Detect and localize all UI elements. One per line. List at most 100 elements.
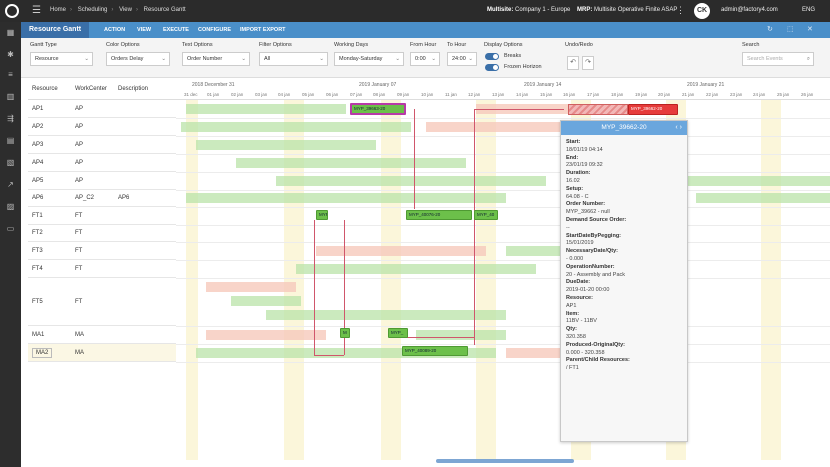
gantt-bar[interactable] bbox=[696, 193, 830, 203]
tab-configure[interactable]: CONFIGURE bbox=[198, 27, 231, 33]
color-options-select[interactable]: Orders Delay ⌄ bbox=[106, 52, 170, 66]
day-label: 15 jan bbox=[540, 92, 553, 97]
filter-options-select[interactable]: All ⌄ bbox=[259, 52, 328, 66]
gantt-bar[interactable] bbox=[186, 193, 506, 203]
breadcrumb-view[interactable]: View bbox=[119, 7, 132, 13]
breadcrumb-home[interactable]: Home bbox=[50, 7, 67, 13]
mrp-selector[interactable]: MRP: Multisite Operative Finite ASAP bbox=[577, 7, 678, 13]
col-workcenter[interactable]: WorkCenter bbox=[75, 86, 107, 92]
grid-row[interactable]: FT4 FT bbox=[28, 260, 176, 278]
working-days-select[interactable]: Monday-Saturday ⌄ bbox=[334, 52, 404, 66]
gantt-bar-hatched[interactable] bbox=[568, 104, 628, 115]
day-label: 25 jan bbox=[777, 92, 790, 97]
sidebar-settings-icon[interactable]: ✱ bbox=[7, 50, 14, 59]
tab-execute[interactable]: EXECUTE bbox=[163, 27, 189, 33]
dependency-link bbox=[474, 109, 475, 345]
gantt-bar[interactable] bbox=[266, 310, 506, 320]
gantt-bar[interactable] bbox=[206, 330, 326, 340]
gantt-bar-selected[interactable]: MYP_39663-20 bbox=[350, 103, 406, 115]
gantt-bar[interactable] bbox=[186, 104, 346, 114]
breaks-toggle[interactable] bbox=[485, 53, 499, 60]
grid-row[interactable]: FT5 FT bbox=[28, 278, 176, 326]
tab-view[interactable]: VIEW bbox=[137, 27, 152, 33]
close-icon[interactable]: ✕ bbox=[807, 26, 813, 33]
search-icon: ⌕ bbox=[806, 56, 810, 62]
sidebar-report-icon[interactable]: ▤ bbox=[6, 136, 15, 145]
from-hour-select[interactable]: 0:00 ⌄ bbox=[410, 52, 440, 66]
gantt-bar-late[interactable]: MYP_39662-20 bbox=[628, 104, 678, 115]
gantt-bar-ft1[interactable]: MYP_40 bbox=[474, 210, 498, 220]
gantt-chart[interactable]: 2018 December 31 2019 January 07 2019 Ja… bbox=[176, 80, 830, 460]
sidebar-table-icon[interactable]: ▧ bbox=[6, 158, 15, 167]
gantt-bar-ft1[interactable]: MYP bbox=[316, 210, 328, 220]
gantt-bar-ma1[interactable]: M bbox=[340, 328, 350, 338]
grid-row[interactable]: FT2 FT bbox=[28, 225, 176, 242]
gantt-bar[interactable] bbox=[231, 296, 301, 306]
sidebar-analytics-icon[interactable]: ↗ bbox=[7, 180, 14, 189]
grid-row[interactable]: AP1 AP bbox=[28, 100, 176, 118]
gantt-bar[interactable] bbox=[196, 348, 496, 358]
sidebar-list-icon[interactable]: ≡ bbox=[8, 70, 13, 79]
refresh-icon[interactable]: ↻ bbox=[767, 26, 773, 33]
frozen-horizon-toggle[interactable] bbox=[485, 64, 499, 71]
grid-row[interactable]: MA1 MA bbox=[28, 326, 176, 344]
grid-row[interactable]: FT1 FT bbox=[28, 207, 176, 225]
avatar[interactable]: CK bbox=[694, 3, 710, 19]
sidebar-scheduling-icon[interactable]: ⇶ bbox=[7, 114, 14, 123]
gantt-bar[interactable] bbox=[506, 348, 586, 358]
app-logo[interactable] bbox=[5, 4, 19, 18]
day-label: 22 jan bbox=[706, 92, 719, 97]
gantt-bar[interactable] bbox=[636, 176, 830, 186]
sidebar-folder-icon[interactable]: ▭ bbox=[6, 224, 15, 233]
horizontal-scrollbar[interactable] bbox=[436, 459, 574, 463]
gantt-bar[interactable] bbox=[236, 158, 466, 168]
grid-row[interactable]: AP6 AP_C2 AP6 bbox=[28, 190, 176, 207]
day-label: 07 jan bbox=[350, 92, 363, 97]
dependency-link bbox=[314, 220, 315, 355]
gantt-bar[interactable] bbox=[196, 140, 376, 150]
dependency-link bbox=[394, 337, 474, 338]
sidebar-apps-icon[interactable]: ▦ bbox=[6, 28, 15, 37]
grid-row[interactable]: MA2 MA bbox=[28, 344, 176, 362]
text-options-filter: Text Options Order Number ⌄ bbox=[182, 42, 250, 66]
maximize-icon[interactable]: ⬚ bbox=[787, 26, 794, 33]
grid-row[interactable]: AP5 AP bbox=[28, 172, 176, 190]
gantt-bar[interactable] bbox=[276, 176, 546, 186]
gantt-bar[interactable] bbox=[181, 122, 411, 132]
grid-row[interactable]: FT3 FT bbox=[28, 242, 176, 260]
undo-redo: Undo/Redo bbox=[565, 42, 593, 48]
notification-icon[interactable]: ⋮ bbox=[676, 5, 685, 15]
gantt-bar[interactable] bbox=[426, 122, 566, 132]
gantt-bar[interactable] bbox=[316, 246, 486, 256]
gantt-bar[interactable] bbox=[506, 246, 576, 256]
gantt-bar-ma2[interactable]: MYP_40089-20 bbox=[402, 346, 468, 356]
col-description[interactable]: Description bbox=[118, 86, 149, 92]
undo-icon[interactable]: ↶ bbox=[567, 56, 579, 70]
gantt-bar-ma1[interactable]: MYP_ bbox=[388, 328, 408, 338]
text-options-select[interactable]: Order Number ⌄ bbox=[182, 52, 250, 66]
gantt-type-select[interactable]: Resource ⌄ bbox=[30, 52, 93, 66]
menu-icon[interactable]: ☰ bbox=[32, 5, 41, 16]
gantt-bar-ft1[interactable]: MYP_40076-20 bbox=[406, 210, 472, 220]
grid-row[interactable]: AP4 AP bbox=[28, 154, 176, 172]
gantt-bar[interactable] bbox=[206, 282, 296, 292]
tab-import-export[interactable]: IMPORT EXPORT bbox=[240, 27, 286, 33]
language-selector[interactable]: ENG bbox=[802, 7, 816, 13]
sidebar-chart-icon[interactable]: ▥ bbox=[6, 92, 15, 101]
grid-row[interactable]: AP3 AP bbox=[28, 136, 176, 154]
multisite-selector[interactable]: Multisite: Company 1 - Europe bbox=[487, 7, 571, 13]
user-email[interactable]: admin@factory4.com bbox=[721, 7, 778, 13]
day-label: 11 jan bbox=[445, 92, 457, 97]
color-options-filter: Color Options Orders Delay ⌄ bbox=[106, 42, 170, 66]
breadcrumb-scheduling[interactable]: Scheduling bbox=[77, 7, 108, 13]
redo-icon[interactable]: ↷ bbox=[582, 56, 594, 70]
col-resource[interactable]: Resource bbox=[32, 86, 58, 92]
gantt-bar[interactable] bbox=[296, 264, 536, 274]
search-input[interactable]: Search Events ⌕ bbox=[742, 52, 814, 66]
gantt-bar[interactable] bbox=[416, 330, 506, 340]
tab-action[interactable]: ACTION bbox=[104, 27, 126, 33]
grid-row[interactable]: AP2 AP bbox=[28, 118, 176, 136]
tooltip-nav-icon[interactable]: ‹ › bbox=[675, 124, 682, 131]
sidebar-dashboard-icon[interactable]: ▨ bbox=[6, 202, 15, 211]
to-hour-select[interactable]: 24:00 ⌄ bbox=[447, 52, 477, 66]
